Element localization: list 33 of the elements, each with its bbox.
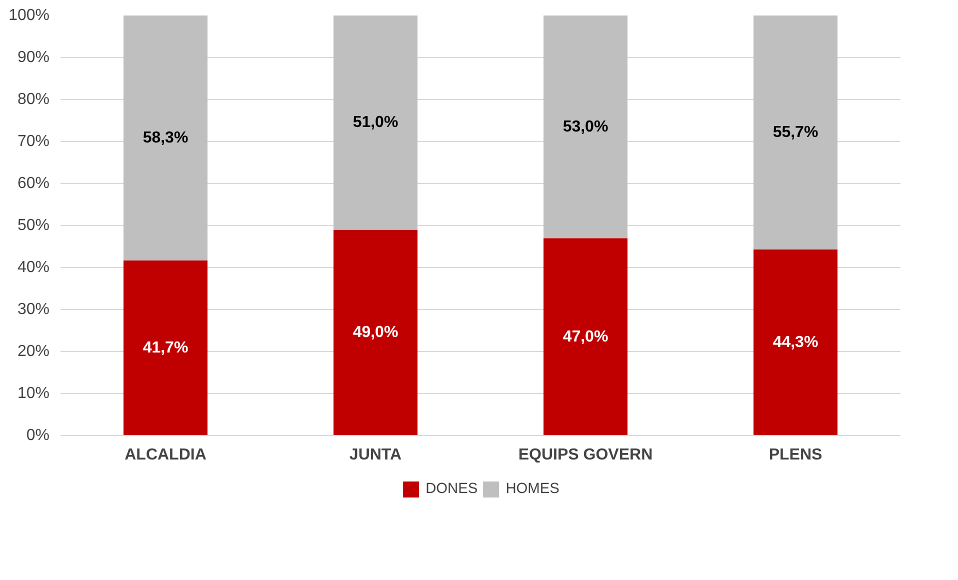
y-tick-label: 100%	[8, 7, 50, 24]
bar	[334, 230, 418, 436]
x-tick-label: EQUIPS GOVERN	[518, 446, 653, 464]
bar	[334, 16, 418, 230]
data-label: 49,0%	[352, 324, 398, 342]
y-tick-label: 0%	[26, 427, 50, 444]
y-tick-label: 40%	[17, 259, 50, 276]
data-label: 53,0%	[562, 118, 608, 136]
bar	[124, 16, 208, 260]
data-label: 55,7%	[772, 124, 818, 141]
y-tick-label: 20%	[17, 343, 50, 360]
data-label: 51,0%	[352, 114, 398, 132]
data-label: 47,0%	[562, 328, 608, 346]
bar	[544, 238, 628, 436]
data-label: 41,7%	[142, 339, 188, 356]
bar	[754, 249, 838, 436]
bar	[544, 16, 628, 238]
legend-label: HOMES	[506, 480, 560, 496]
y-tick-label: 10%	[17, 385, 50, 402]
data-label: 58,3%	[142, 129, 188, 146]
x-tick-label: JUNTA	[349, 446, 402, 464]
y-tick-label: 90%	[17, 49, 50, 66]
x-tick-label: ALCALDIA	[124, 446, 207, 464]
data-label: 44,3%	[772, 334, 818, 351]
y-tick-label: 60%	[17, 175, 50, 192]
legend-label: DONES	[426, 480, 478, 496]
y-tick-label: 70%	[17, 133, 50, 150]
y-tick-label: 50%	[17, 217, 50, 234]
bar	[124, 260, 208, 436]
y-tick-label: 80%	[17, 91, 50, 108]
y-tick-label: 30%	[17, 301, 50, 318]
x-tick-label: PLENS	[768, 446, 822, 464]
bar	[754, 16, 838, 250]
